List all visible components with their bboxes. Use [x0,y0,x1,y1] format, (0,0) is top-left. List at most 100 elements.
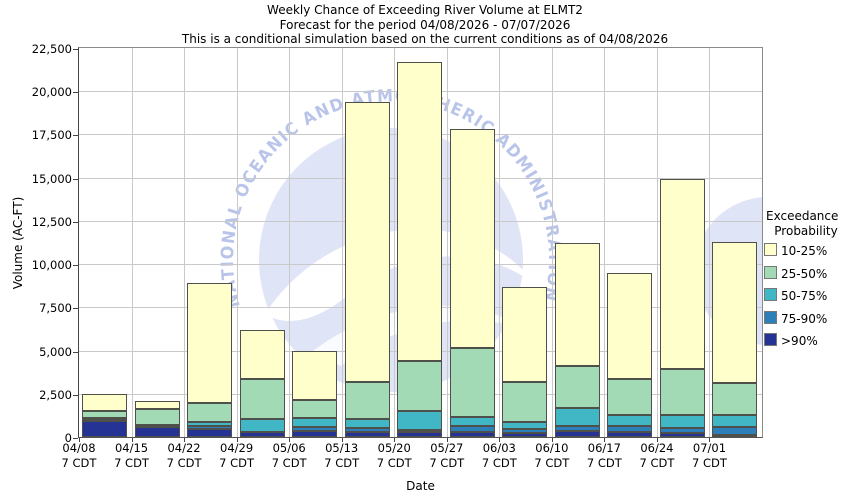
legend-item: 10-25% [764,239,850,262]
x-tick-date: 06/03 [482,441,516,455]
bar-segment-90 [554,431,600,437]
bar-segment-1025 [134,400,180,410]
bar-segment-90 [397,432,443,437]
x-tick-time: 7 CDT [429,456,465,470]
x-tick-label: 04/29 7 CDT [211,441,263,471]
x-tick-date: 04/08 [62,441,96,455]
y-tick-label: 12,500 [31,214,72,229]
gridline-vertical [499,48,501,437]
x-tick-label: 05/13 7 CDT [316,441,368,471]
x-tick-mark [236,438,238,442]
y-tick-mark [73,394,78,396]
bar-segment-7590 [607,425,653,433]
chart-title: Weekly Chance of Exceeding River Volume … [267,3,583,17]
bar-segment-1025 [292,350,338,400]
x-tick-time: 7 CDT [166,456,202,470]
legend-label: 50-75% [781,289,828,303]
y-axis: 0 2,500 5,000 7,500 10,000 12,500 15,000 17,500… [0,0,78,500]
bar-segment-90 [187,428,233,437]
gridline-vertical [604,48,606,437]
legend-item: 50-75% [764,284,850,307]
gridline-vertical [394,48,396,437]
bar-segment-7590 [712,427,758,435]
legend: Exceedance Probability 10-25% 25-50% 50-75… [764,209,850,352]
bar-segment-5075 [449,417,495,426]
legend-swatch [764,265,777,279]
bar-segment-1025 [82,393,127,412]
bar-segment-7590 [344,428,390,432]
legend-swatch [764,243,777,256]
y-tick-label: 7,500 [39,301,72,316]
x-tick-label: 06/17 7 CDT [578,441,630,471]
legend-label: 75-90% [781,311,828,326]
x-tick-date: 04/22 [167,441,201,455]
y-tick-mark [73,135,78,137]
y-tick-mark [73,92,78,94]
legend-title-line1: Exceedance [766,209,839,223]
x-tick-date: 06/17 [587,441,621,455]
x-tick-label: 05/20 7 CDT [368,441,420,471]
x-tick-date: 05/13 [325,441,359,455]
gridline-vertical [341,48,343,437]
x-tick-date: 04/15 [114,441,149,455]
legend-swatch [764,310,777,324]
legend-swatch [764,288,777,301]
x-tick-time: 7 CDT [376,456,412,470]
y-tick-label: 5,000 [39,344,72,359]
bar-segment-5075 [187,422,233,426]
x-tick-time: 7 CDT [61,456,97,470]
x-tick-mark [184,438,186,442]
x-tick-label: 05/27 7 CDT [421,441,473,471]
bar-segment-2550 [239,379,285,419]
x-tick-mark [499,438,501,442]
x-tick-date: 05/27 [430,441,464,455]
y-tick-mark [73,438,78,439]
y-tick-mark [73,221,78,223]
x-tick-time: 7 CDT [219,456,255,470]
x-tick-mark [656,438,658,442]
plot-area: NATIONAL OCEANIC AND ATMOSPHERIC ADMINIS… [78,47,763,438]
bar-segment-2550 [397,360,443,412]
bar-segment-1025 [659,179,705,369]
legend-item: 75-90% [764,307,850,330]
legend-label: 10-25% [781,244,828,258]
bar-segment-2550 [712,382,758,416]
x-tick-label: 06/24 7 CDT [631,441,683,471]
bar-segment-90 [449,432,495,437]
gridline-vertical [709,48,711,437]
bar-segment-1025 [502,286,548,382]
x-tick-date: 05/20 [377,441,411,455]
x-tick-label: 07/01 7 CDT [683,441,735,471]
y-tick-mark [73,265,78,267]
bar-segment-2550 [344,381,390,419]
legend-item: 25-50% [764,262,850,285]
x-tick-date: 06/24 [640,441,674,455]
bar-segment-1025 [187,283,233,404]
bar-segment-5075 [397,411,443,431]
bar-segment-7590 [397,430,443,433]
bar-segment-2550 [292,399,338,419]
bar-segment-90 [82,420,127,437]
x-tick-time: 7 CDT [114,456,149,470]
bar-segment-2550 [607,378,653,416]
x-tick-date: 06/10 [535,441,569,455]
bar-segment-1025 [607,272,653,379]
bar-segment-2550 [554,366,600,409]
gridline-vertical [656,48,658,437]
bar-segment-5075 [239,418,285,432]
x-tick-mark [604,438,606,442]
bar-segment-2550 [659,368,705,415]
x-tick-time: 7 CDT [534,456,570,470]
x-tick-date: 07/01 [692,441,727,455]
legend-items: 10-25% 25-50% 50-75% 75-90% >90% [764,239,850,352]
x-tick-label: 06/03 7 CDT [473,441,525,471]
x-tick-mark [289,438,291,442]
bar-segment-5075 [344,418,390,429]
legend-swatch [764,333,777,346]
y-tick-mark [73,308,78,310]
y-tick-label: 2,500 [39,387,72,402]
x-tick-mark [79,438,80,442]
x-tick-mark [131,438,133,442]
y-tick-label: 10,000 [31,258,72,273]
x-tick-label: 05/06 7 CDT [263,441,315,471]
